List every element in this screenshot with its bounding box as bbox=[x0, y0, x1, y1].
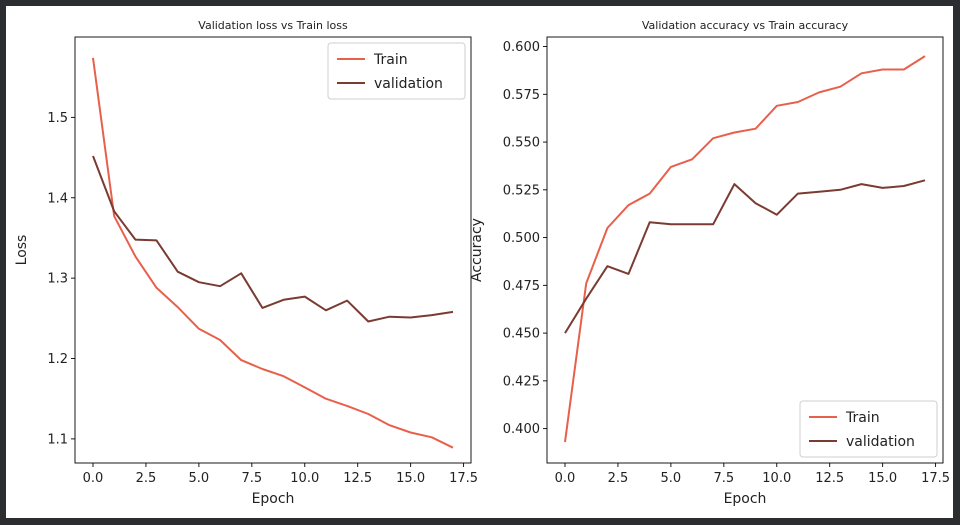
accuracy-chart-ylabel: Accuracy bbox=[469, 218, 485, 282]
accuracy-x-tick-label: 17.5 bbox=[921, 471, 950, 486]
accuracy-x-tick-label: 7.5 bbox=[713, 471, 734, 486]
accuracy-chart-xlabel: Epoch bbox=[724, 491, 767, 507]
accuracy-y-tick-label: 0.425 bbox=[503, 374, 540, 389]
accuracy-x-tick-label: 10.0 bbox=[762, 471, 791, 486]
accuracy-y-tick-label: 0.600 bbox=[503, 40, 540, 55]
loss-axes-frame bbox=[74, 36, 472, 464]
loss-legend-label: Train bbox=[373, 52, 408, 68]
loss-chart-ylabel: Loss bbox=[14, 235, 30, 266]
loss-legend: Train validation bbox=[327, 42, 466, 100]
accuracy-series-train bbox=[564, 55, 926, 443]
loss-x-tick-label: 5.0 bbox=[189, 471, 210, 486]
accuracy-legend-label: validation bbox=[846, 434, 915, 450]
figure: Validation loss vs Train loss Epoch Loss… bbox=[6, 6, 953, 518]
loss-y-tick-label: 1.2 bbox=[47, 352, 68, 367]
charts-canvas: Validation loss vs Train loss Epoch Loss… bbox=[14, 19, 950, 507]
loss-y-tick-label: 1.5 bbox=[47, 111, 68, 126]
accuracy-y-tick-label: 0.525 bbox=[503, 183, 540, 198]
loss-series-train bbox=[92, 57, 454, 449]
accuracy-legend-box bbox=[799, 400, 938, 458]
loss-x-tick-label: 15.0 bbox=[396, 471, 425, 486]
accuracy-x-tick-label: 2.5 bbox=[608, 471, 629, 486]
accuracy-legend: Train validation bbox=[799, 400, 938, 458]
accuracy-x-tick-label: 0.0 bbox=[555, 471, 576, 486]
loss-x-tick-label: 2.5 bbox=[136, 471, 157, 486]
loss-legend-box bbox=[327, 42, 466, 100]
loss-chart-title: Validation loss vs Train loss bbox=[198, 19, 348, 32]
loss-x-tick-label: 12.5 bbox=[343, 471, 372, 486]
accuracy-y-tick-label: 0.400 bbox=[503, 422, 540, 437]
loss-x-tick-label: 7.5 bbox=[241, 471, 262, 486]
accuracy-chart: Validation accuracy vs Train accuracy Ep… bbox=[469, 19, 950, 507]
loss-chart-xlabel: Epoch bbox=[252, 491, 295, 507]
accuracy-x-tick-label: 12.5 bbox=[815, 471, 844, 486]
loss-series-validation bbox=[92, 155, 454, 323]
accuracy-x-tick-label: 15.0 bbox=[868, 471, 897, 486]
accuracy-y-tick-label: 0.575 bbox=[503, 88, 540, 103]
accuracy-chart-title: Validation accuracy vs Train accuracy bbox=[642, 19, 849, 32]
loss-x-tick-label: 10.0 bbox=[290, 471, 319, 486]
accuracy-y-tick-label: 0.475 bbox=[503, 279, 540, 294]
accuracy-y-tick-label: 0.450 bbox=[503, 327, 540, 342]
accuracy-series-validation bbox=[564, 179, 926, 334]
loss-legend-label: validation bbox=[374, 76, 443, 92]
accuracy-y-tick-label: 0.550 bbox=[503, 136, 540, 151]
loss-x-tick-label: 17.5 bbox=[449, 471, 478, 486]
loss-y-tick-label: 1.1 bbox=[47, 432, 68, 447]
loss-y-tick-label: 1.3 bbox=[47, 272, 68, 287]
accuracy-y-tick-label: 0.500 bbox=[503, 231, 540, 246]
accuracy-axes-frame bbox=[546, 36, 944, 464]
loss-chart: Validation loss vs Train loss Epoch Loss… bbox=[14, 19, 478, 507]
loss-y-tick-label: 1.4 bbox=[47, 191, 68, 206]
accuracy-x-tick-label: 5.0 bbox=[661, 471, 682, 486]
accuracy-legend-label: Train bbox=[845, 410, 880, 426]
loss-x-tick-label: 0.0 bbox=[83, 471, 104, 486]
